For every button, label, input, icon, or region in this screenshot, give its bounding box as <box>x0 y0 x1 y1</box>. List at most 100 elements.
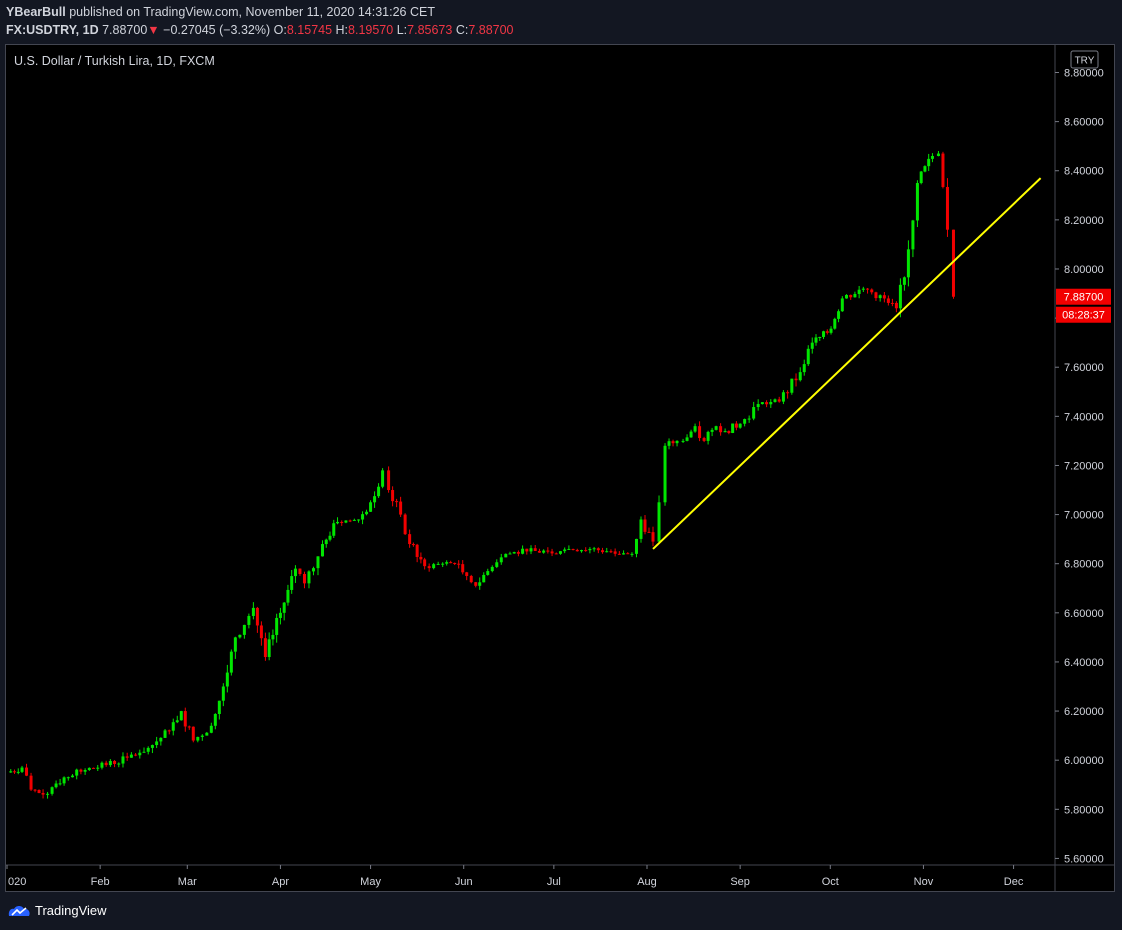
candle-up <box>361 514 365 520</box>
candle-down <box>259 625 263 639</box>
candle-up <box>822 331 826 337</box>
candle-up <box>163 730 167 738</box>
candle-up <box>634 538 638 554</box>
y-tick-label: 6.00000 <box>1064 755 1104 767</box>
candle-up <box>58 783 62 785</box>
candle-up <box>588 548 592 551</box>
x-tick-label: Jul <box>547 876 561 888</box>
candle-up <box>630 553 634 555</box>
y-tick-label: 7.20000 <box>1064 460 1104 472</box>
candle-up <box>752 407 756 419</box>
candle-up <box>377 486 381 497</box>
countdown-label-box <box>1056 306 1111 323</box>
candle-down <box>298 568 302 574</box>
candle-down <box>395 501 399 503</box>
x-tick-label: Sep <box>730 876 750 888</box>
candle-up <box>20 767 24 772</box>
y-tick-label: 8.00000 <box>1064 264 1104 276</box>
candle-down <box>546 550 550 552</box>
y-tick-label: 7.60000 <box>1064 362 1104 374</box>
candle-up <box>62 777 66 784</box>
candle-up <box>542 550 546 553</box>
candle-down <box>537 550 541 553</box>
candle-down <box>584 550 588 552</box>
candle-down <box>461 564 465 573</box>
candle-up <box>495 562 499 567</box>
y-tick-label: 8.20000 <box>1064 215 1104 227</box>
close-value: 7.88700 <box>468 23 514 37</box>
candle-up <box>773 399 777 403</box>
ohlc-legend: FX:USDTRY, 1D 7.88700▼ −0.27045 (−3.32%)… <box>6 23 514 37</box>
y-tick-label: 6.80000 <box>1064 559 1104 571</box>
candle-down <box>874 292 878 299</box>
tradingview-cloud-icon <box>8 905 30 916</box>
x-tick-label: Feb <box>91 876 110 888</box>
candle-down <box>626 553 630 555</box>
high-label: H: <box>335 23 349 37</box>
candle-up <box>936 153 940 157</box>
candle-down <box>465 572 469 576</box>
candle-up <box>66 777 70 779</box>
candle-up <box>579 550 583 552</box>
candle-up <box>108 760 112 766</box>
x-tick-label: 020 <box>8 876 26 888</box>
tradingview-logo[interactable]: TradingView <box>7 903 107 918</box>
candle-up <box>324 539 328 545</box>
candle-down <box>866 288 870 290</box>
candle-up <box>622 553 626 555</box>
author-name[interactable]: YBearBull <box>6 5 66 19</box>
candle-up <box>307 571 311 584</box>
candle-down <box>411 544 415 546</box>
x-tick-label: Jun <box>455 876 473 888</box>
candle-down <box>391 490 395 502</box>
y-tick-label: 6.60000 <box>1064 608 1104 620</box>
candle-down <box>516 552 520 554</box>
y-tick-label: 5.60000 <box>1064 853 1104 865</box>
candle-up <box>723 431 727 433</box>
candle-up <box>225 672 229 687</box>
footer-bar: TradingView <box>0 893 1122 930</box>
candle-up <box>179 711 183 721</box>
candle-up <box>171 722 175 731</box>
candle-up <box>150 745 154 748</box>
y-tick-label: 8.40000 <box>1064 166 1104 178</box>
candle-up <box>83 770 87 772</box>
y-tick-label: 7.40000 <box>1064 411 1104 423</box>
candle-up <box>54 783 58 788</box>
candle-up <box>769 402 773 405</box>
candle-up <box>205 732 209 736</box>
candle-down <box>41 793 45 795</box>
candle-up <box>605 551 609 553</box>
candle-down <box>777 399 781 402</box>
candle-up <box>840 298 844 312</box>
candle-up <box>217 700 221 714</box>
candle-down <box>647 531 651 533</box>
currency-badge-box <box>1070 50 1099 69</box>
candle-down <box>794 378 798 381</box>
last-price-label: 7.88700 <box>1064 292 1104 304</box>
candle-down <box>643 519 647 532</box>
candle-up <box>142 751 146 753</box>
last-price-label-box <box>1056 288 1111 305</box>
candle-down <box>786 392 790 394</box>
currency-badge-label: TRY <box>1075 56 1095 67</box>
candle-down <box>255 607 259 626</box>
published-text: published on TradingView.com, November 1… <box>69 5 435 19</box>
candle-down <box>613 551 617 554</box>
x-tick-label: Apr <box>272 876 289 888</box>
candle-up <box>878 295 882 299</box>
candle-down <box>457 563 461 565</box>
candle-down <box>525 548 529 552</box>
candle-up <box>806 348 810 365</box>
candle-up <box>96 767 100 769</box>
candle-up <box>837 311 841 319</box>
price-chart[interactable]: U.S. Dollar / Turkish Lira, 1D, FXCM TRY8… <box>0 0 1122 893</box>
plot-area <box>6 45 1055 865</box>
candle-up <box>271 634 275 640</box>
candle-up <box>332 523 336 536</box>
y-tick-label: 8.60000 <box>1064 117 1104 129</box>
candle-up <box>221 686 225 701</box>
candle-down <box>37 790 41 794</box>
candle-up <box>432 564 436 569</box>
y-tick-label: 6.20000 <box>1064 706 1104 718</box>
